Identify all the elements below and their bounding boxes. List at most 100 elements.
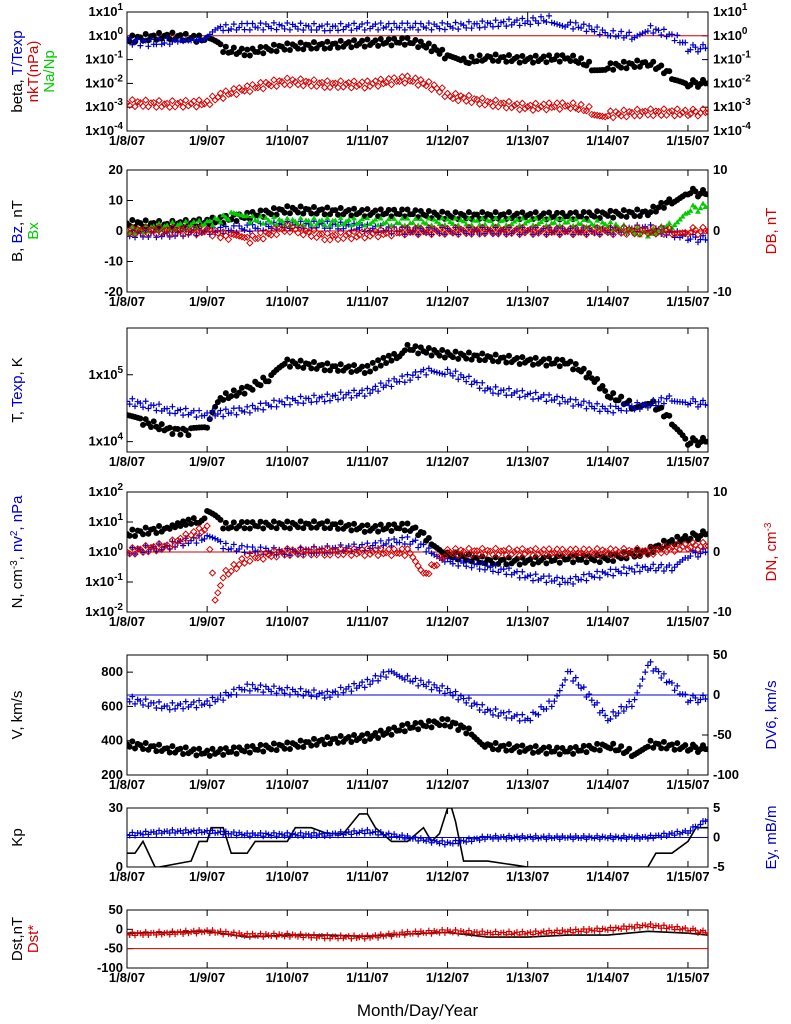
data-point bbox=[361, 684, 368, 691]
data-point bbox=[401, 79, 409, 87]
data-point bbox=[500, 53, 507, 60]
data-point bbox=[543, 836, 550, 843]
data-point bbox=[326, 551, 334, 559]
data-point bbox=[602, 29, 609, 36]
data-point bbox=[377, 828, 384, 835]
data-point bbox=[623, 570, 630, 577]
data-point bbox=[454, 230, 462, 239]
data-point bbox=[620, 207, 627, 214]
data-point bbox=[569, 230, 577, 239]
data-point bbox=[554, 21, 561, 28]
data-point bbox=[216, 234, 225, 242]
data-point bbox=[262, 830, 269, 837]
data-point bbox=[294, 399, 301, 406]
data-point bbox=[460, 837, 467, 844]
data-point bbox=[487, 218, 494, 224]
data-point bbox=[347, 235, 356, 243]
data-point bbox=[265, 378, 272, 385]
data-point bbox=[609, 551, 617, 560]
data-point bbox=[252, 547, 259, 554]
data-point bbox=[545, 224, 553, 232]
data-point bbox=[208, 92, 217, 100]
data-point bbox=[388, 26, 395, 33]
series-blue bbox=[127, 658, 708, 724]
data-point bbox=[281, 25, 288, 32]
data-point bbox=[527, 390, 534, 397]
data-point bbox=[551, 577, 558, 584]
data-point bbox=[423, 220, 430, 226]
data-point bbox=[460, 559, 467, 566]
data-point bbox=[465, 373, 472, 380]
data-point bbox=[425, 545, 432, 552]
data-point bbox=[452, 348, 459, 355]
data-point bbox=[225, 692, 232, 699]
data-point bbox=[514, 743, 521, 750]
data-point bbox=[209, 534, 216, 541]
data-point bbox=[674, 219, 681, 225]
data-point bbox=[160, 227, 169, 235]
data-point bbox=[620, 58, 627, 65]
data-point bbox=[214, 410, 221, 417]
data-point bbox=[623, 926, 630, 933]
data-point bbox=[497, 19, 504, 26]
data-point bbox=[668, 923, 675, 930]
data-point bbox=[479, 553, 486, 560]
data-point bbox=[647, 565, 654, 572]
data-point bbox=[489, 568, 496, 575]
data-point bbox=[415, 837, 422, 844]
data-point bbox=[634, 689, 641, 696]
y2-tick-label: -10 bbox=[713, 604, 732, 619]
data-point bbox=[463, 730, 470, 737]
data-point bbox=[217, 745, 224, 752]
data-point bbox=[542, 106, 551, 114]
data-point bbox=[508, 931, 515, 938]
data-point bbox=[546, 12, 553, 19]
data-point bbox=[692, 44, 699, 51]
panel-velocity: 1/8/07 1/9/07 1/10/07 1/11/07 1/12/07 1/13/07… bbox=[9, 647, 780, 792]
data-point bbox=[300, 46, 307, 53]
x-tick-label: 1/9/07 bbox=[189, 777, 225, 792]
y-tick-label: 1x102 bbox=[89, 482, 124, 499]
data-point bbox=[401, 932, 408, 939]
data-point bbox=[618, 28, 625, 35]
plot-area bbox=[127, 12, 708, 122]
data-point bbox=[364, 676, 371, 683]
data-point bbox=[374, 82, 382, 90]
data-point bbox=[383, 540, 390, 547]
data-point bbox=[256, 78, 265, 87]
data-point bbox=[516, 231, 523, 238]
data-point bbox=[487, 564, 494, 571]
data-point bbox=[463, 24, 470, 31]
data-point bbox=[532, 832, 539, 839]
data-point bbox=[127, 698, 133, 705]
data-point bbox=[150, 225, 158, 234]
data-point bbox=[297, 829, 304, 836]
data-point bbox=[227, 89, 235, 98]
data-point bbox=[176, 225, 185, 233]
data-point bbox=[436, 25, 443, 32]
data-point bbox=[556, 22, 563, 29]
data-point bbox=[646, 544, 655, 552]
y-axis-label: Dst,nTDst* bbox=[9, 917, 42, 961]
data-point bbox=[156, 401, 163, 408]
data-point bbox=[580, 742, 587, 749]
data-point bbox=[503, 231, 510, 238]
data-point bbox=[323, 77, 332, 85]
data-point bbox=[310, 76, 318, 84]
data-point bbox=[305, 689, 312, 696]
data-point bbox=[671, 746, 678, 753]
data-point bbox=[150, 402, 157, 409]
data-point bbox=[530, 14, 537, 21]
y-tick-label: 1x105 bbox=[89, 365, 124, 382]
data-point bbox=[235, 560, 243, 569]
data-point bbox=[164, 702, 171, 709]
data-point bbox=[294, 229, 302, 237]
data-point bbox=[358, 228, 366, 236]
data-point bbox=[244, 46, 251, 53]
data-point bbox=[308, 399, 315, 406]
data-point bbox=[620, 106, 628, 114]
data-point bbox=[530, 561, 537, 568]
data-point bbox=[204, 827, 211, 834]
y2-tick-label: 10 bbox=[713, 162, 727, 177]
data-point bbox=[195, 224, 203, 232]
